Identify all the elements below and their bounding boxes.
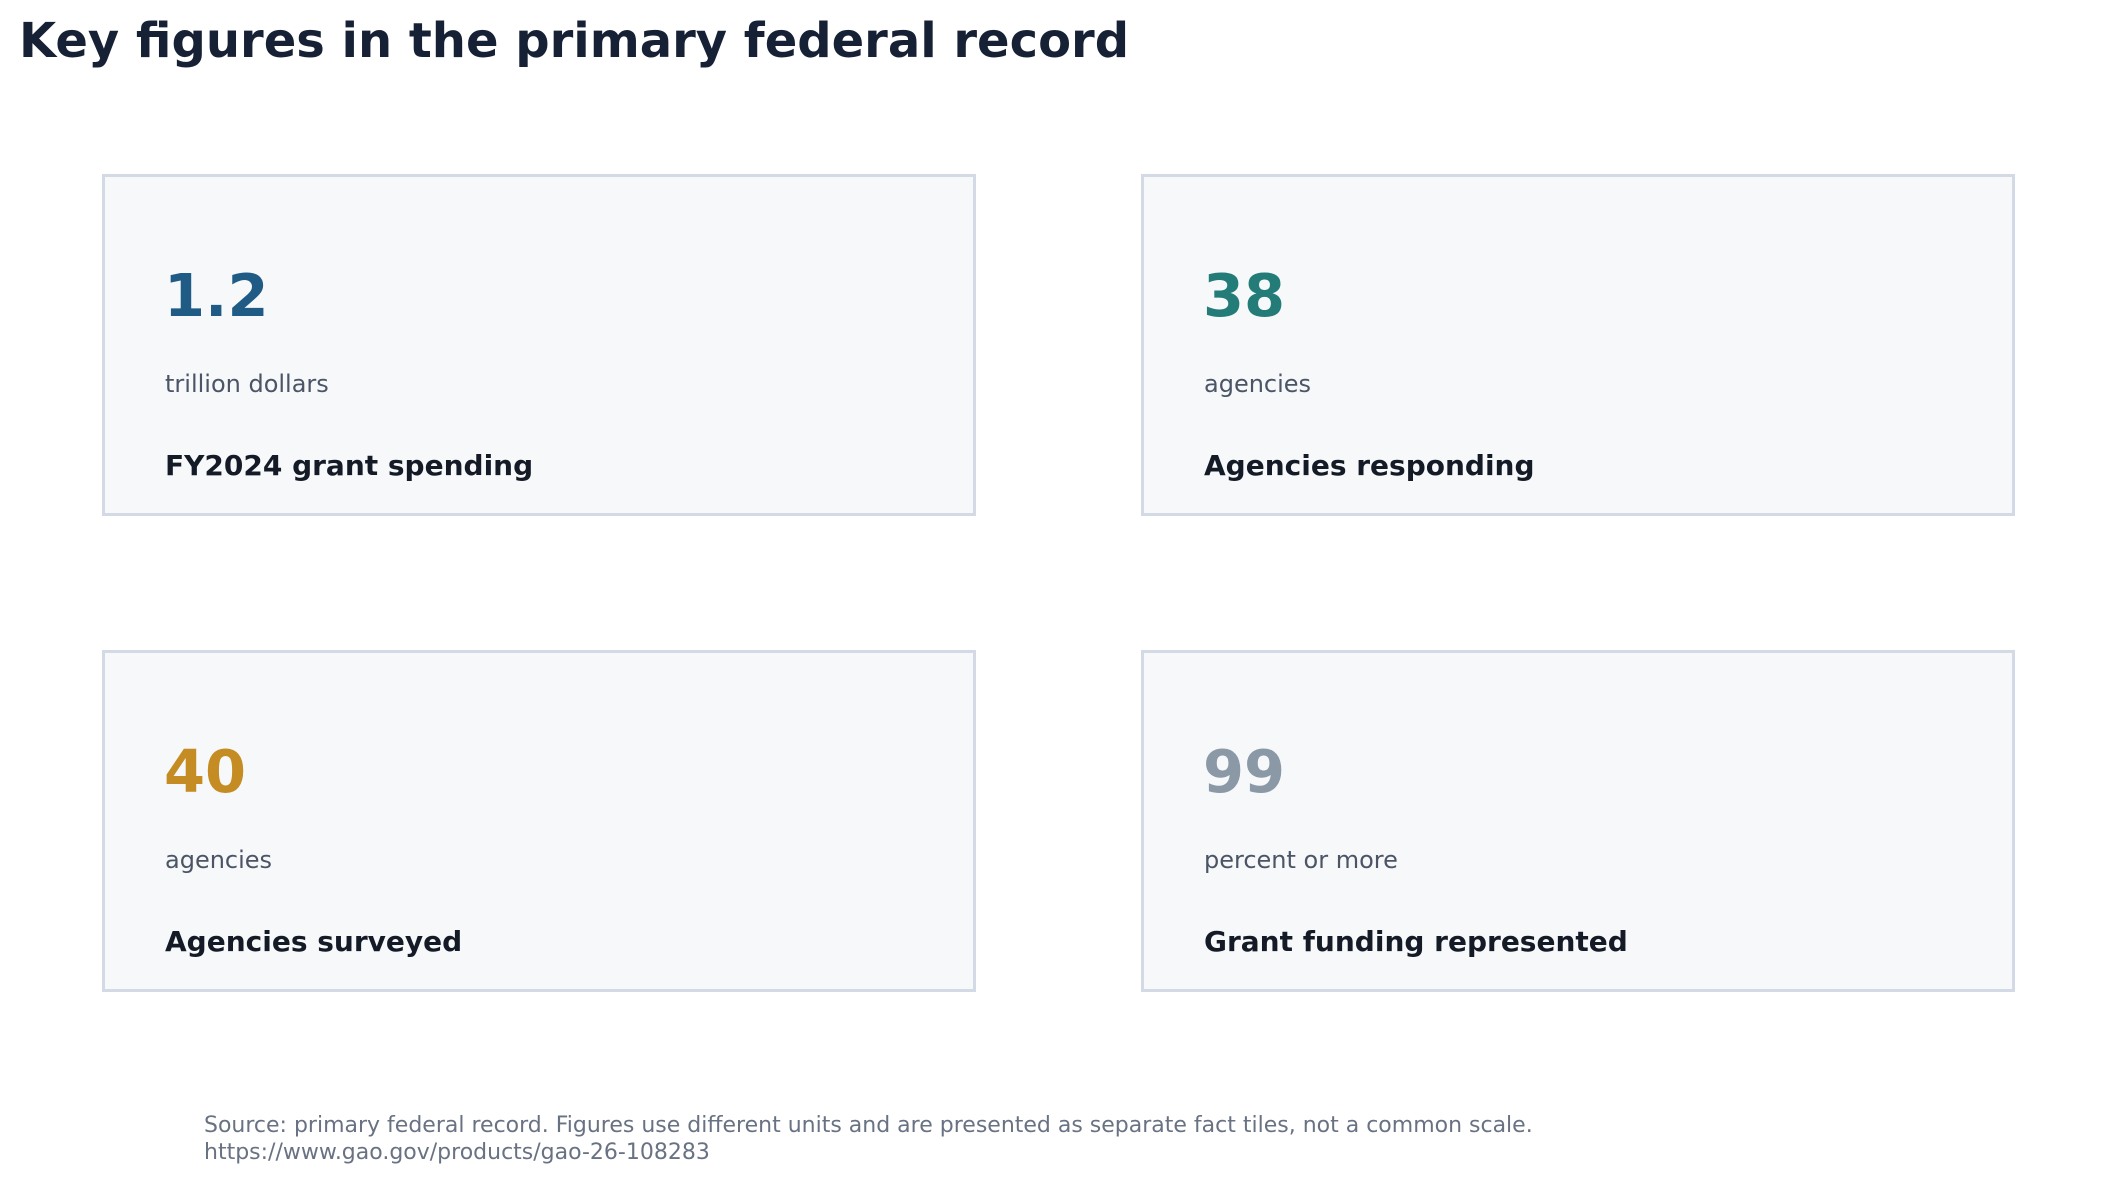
source-url: https://www.gao.gov/products/gao-26-1082… <box>204 1140 710 1165</box>
page-title: Key figures in the primary federal recor… <box>19 13 1130 69</box>
fact-tile-agencies-surveyed: 40 agencies Agencies surveyed <box>102 650 976 992</box>
tile-unit: agencies <box>165 846 273 874</box>
tile-label: Agencies responding <box>1204 449 1535 482</box>
tile-value: 1.2 <box>164 261 269 330</box>
fact-tile-grant-funding-represented: 99 percent or more Grant funding represe… <box>1141 650 2015 992</box>
tile-label: Grant funding represented <box>1204 925 1628 958</box>
source-footnote: Source: primary federal record. Figures … <box>204 1112 1533 1166</box>
tile-unit: agencies <box>1204 370 1312 398</box>
tile-value: 99 <box>1203 737 1286 806</box>
tile-label: Agencies surveyed <box>165 925 463 958</box>
fact-tile-agencies-responding: 38 agencies Agencies responding <box>1141 174 2015 516</box>
fact-tile-grant-spending: 1.2 trillion dollars FY2024 grant spendi… <box>102 174 976 516</box>
tile-label: FY2024 grant spending <box>165 449 534 482</box>
tile-unit: percent or more <box>1204 846 1398 874</box>
tile-unit: trillion dollars <box>165 370 329 398</box>
tile-value: 38 <box>1203 261 1286 330</box>
source-note: Source: primary federal record. Figures … <box>204 1113 1533 1138</box>
tile-value: 40 <box>164 737 247 806</box>
